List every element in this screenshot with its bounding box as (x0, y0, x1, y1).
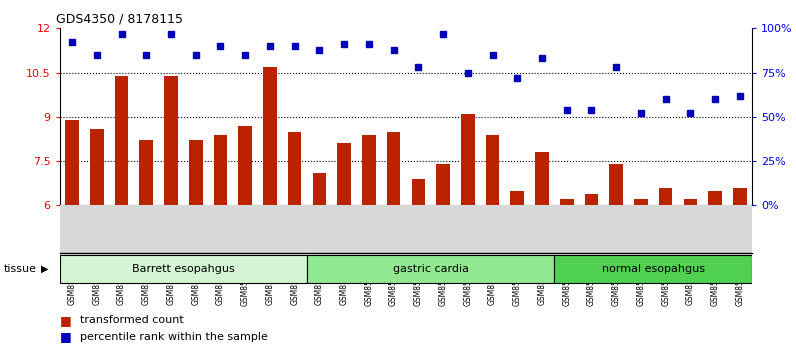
Bar (610, 164, 623, 205)
Bar (60, 255, 307, 283)
Bar (535, 152, 548, 205)
Bar (313, 173, 326, 205)
Bar (238, 126, 252, 205)
Bar (560, 199, 574, 205)
Text: ■: ■ (60, 314, 72, 327)
Bar (338, 143, 351, 205)
Bar (263, 67, 277, 205)
Bar (708, 190, 722, 205)
Bar (684, 199, 697, 205)
Bar (412, 179, 425, 205)
Text: gastric cardia: gastric cardia (392, 264, 469, 274)
Bar (510, 190, 524, 205)
Bar (164, 75, 178, 205)
Bar (436, 164, 450, 205)
Bar (139, 141, 153, 205)
Bar (387, 132, 400, 205)
Text: normal esopahgus: normal esopahgus (602, 264, 704, 274)
Text: ▶: ▶ (41, 264, 49, 274)
Bar (115, 75, 128, 205)
Bar (213, 135, 228, 205)
Bar (288, 132, 302, 205)
Bar (659, 188, 673, 205)
Bar (189, 141, 202, 205)
Text: ■: ■ (60, 331, 72, 343)
Text: percentile rank within the sample: percentile rank within the sample (80, 332, 267, 342)
Bar (65, 120, 79, 205)
Text: tissue: tissue (4, 264, 37, 274)
Text: Barrett esopahgus: Barrett esopahgus (132, 264, 235, 274)
Bar (554, 255, 752, 283)
Text: GDS4350 / 8178115: GDS4350 / 8178115 (57, 13, 183, 26)
Bar (307, 255, 554, 283)
Bar (486, 135, 499, 205)
Bar (584, 194, 599, 205)
Text: transformed count: transformed count (80, 315, 183, 325)
Bar (733, 188, 747, 205)
Bar (362, 135, 376, 205)
Bar (461, 114, 474, 205)
Bar (634, 199, 648, 205)
Bar (90, 129, 103, 205)
